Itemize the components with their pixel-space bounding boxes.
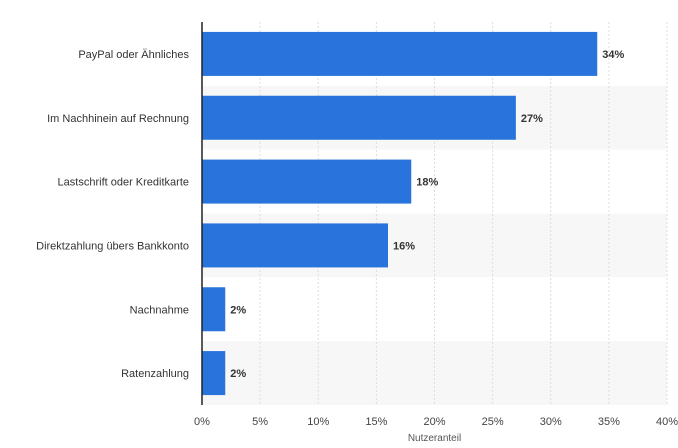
data-label: 18%	[416, 177, 438, 189]
data-label: 2%	[230, 304, 246, 316]
category-label: Lastschrift oder Kreditkarte	[58, 177, 189, 189]
x-axis-ticks: 0% 5% 10% 15% 20% 25% 30% 35% 40%	[194, 416, 678, 428]
x-tick-label: 0%	[194, 416, 210, 428]
category-label: Nachnahme	[130, 304, 189, 316]
x-axis-title: Nutzeranteil	[408, 433, 461, 444]
category-labels: PayPal oder Ähnliches Im Nachhinein auf R…	[36, 49, 189, 380]
x-tick-label: 35%	[598, 416, 620, 428]
data-label: 2%	[230, 368, 246, 380]
data-label: 27%	[521, 113, 543, 125]
bar	[202, 223, 388, 268]
bars	[202, 31, 598, 396]
x-tick-label: 25%	[482, 416, 504, 428]
x-tick-label: 5%	[252, 416, 268, 428]
x-tick-label: 15%	[365, 416, 387, 428]
bar	[202, 95, 516, 140]
category-label: Direktzahlung übers Bankkonto	[36, 240, 189, 252]
bar	[202, 287, 226, 332]
x-tick-label: 30%	[540, 416, 562, 428]
x-tick-label: 20%	[423, 416, 445, 428]
data-label: 16%	[393, 240, 415, 252]
category-label: Im Nachhinein auf Rechnung	[47, 113, 189, 125]
data-labels: 34% 27% 18% 16% 2% 2%	[230, 49, 624, 380]
category-label: PayPal oder Ähnliches	[78, 49, 189, 61]
x-tick-label: 10%	[307, 416, 329, 428]
bar	[202, 31, 598, 76]
data-label: 34%	[602, 49, 624, 61]
bar	[202, 159, 412, 204]
x-tick-label: 40%	[656, 416, 678, 428]
category-label: Ratenzahlung	[121, 368, 189, 380]
bar	[202, 351, 226, 396]
